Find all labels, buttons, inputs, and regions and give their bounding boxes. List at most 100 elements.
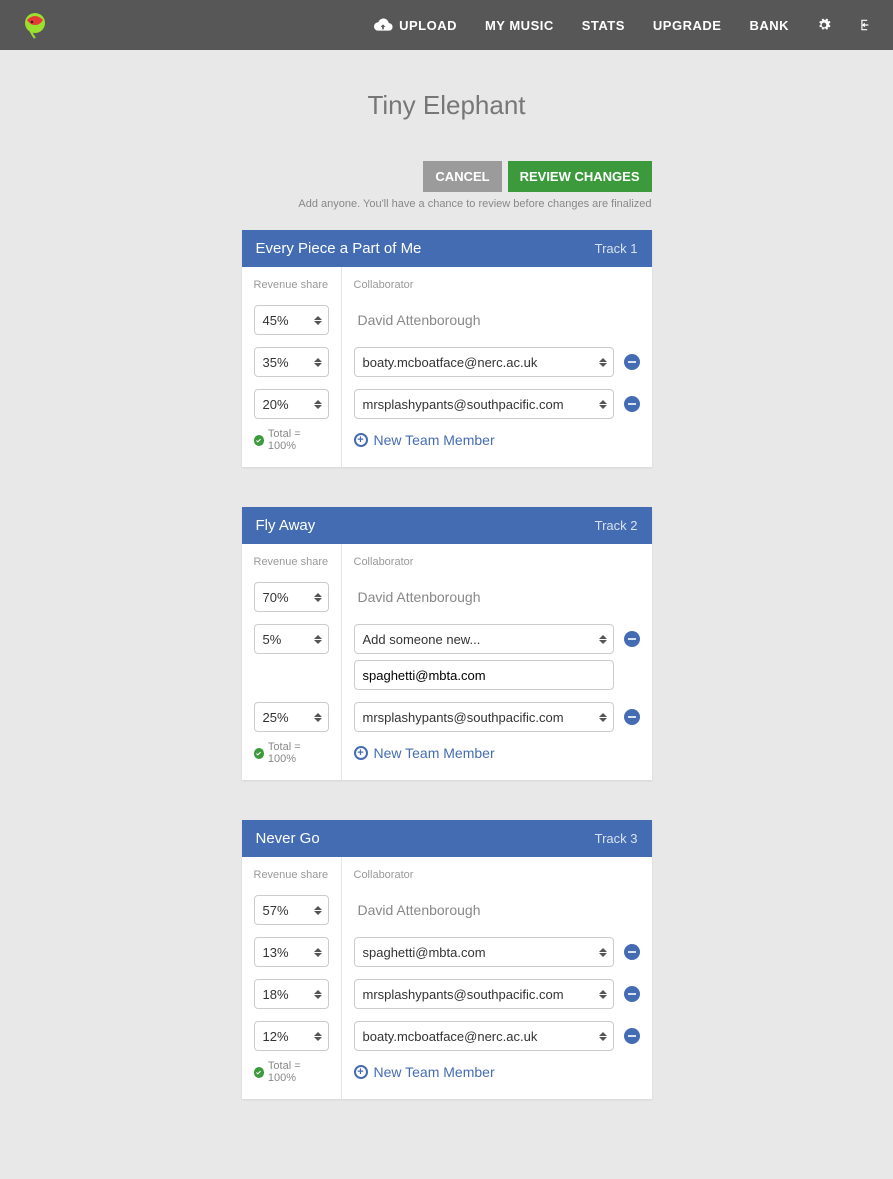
remove-collaborator-button[interactable] <box>624 354 640 370</box>
check-icon <box>254 435 264 446</box>
select-value: boaty.mcboatface@nerc.ac.uk <box>363 1029 538 1044</box>
select-value: mrsplashypants@southpacific.com <box>363 987 564 1002</box>
collaborator-select[interactable]: Add someone new... <box>354 624 614 654</box>
share-select[interactable]: 57% <box>254 895 329 925</box>
logo[interactable] <box>20 10 50 40</box>
nav-upload[interactable]: UPLOAD <box>373 16 457 35</box>
collaborator-select[interactable]: boaty.mcboatface@nerc.ac.uk <box>354 347 614 377</box>
share-select[interactable]: 5% <box>254 624 329 654</box>
select-value: 45% <box>263 313 289 328</box>
select-value: 57% <box>263 903 289 918</box>
new-team-member-button[interactable]: +New Team Member <box>354 425 640 455</box>
track-number: Track 1 <box>595 241 638 256</box>
select-value: mrsplashypants@southpacific.com <box>363 397 564 412</box>
gear-icon[interactable] <box>817 18 831 32</box>
select-value: 12% <box>263 1029 289 1044</box>
updown-icon <box>314 903 322 917</box>
share-select[interactable]: 18% <box>254 979 329 1009</box>
track-header: Never Go Track 3 <box>242 820 652 857</box>
select-value: 70% <box>263 590 289 605</box>
revenue-share-header: Revenue share <box>254 869 329 889</box>
cloud-upload-icon <box>373 16 393 35</box>
track-title: Never Go <box>256 830 320 847</box>
track-number: Track 2 <box>595 518 638 533</box>
remove-collaborator-button[interactable] <box>624 631 640 647</box>
collaborator-email-input[interactable] <box>354 660 614 690</box>
owner-name: David Attenborough <box>354 312 481 328</box>
share-select[interactable]: 12% <box>254 1021 329 1051</box>
updown-icon <box>314 632 322 646</box>
helper-text: Add anyone. You'll have a chance to revi… <box>242 198 652 210</box>
track-panel: Fly Away Track 2 Revenue share 70% 5% 25% Tota… <box>242 507 652 780</box>
share-select[interactable]: 20% <box>254 389 329 419</box>
action-bar: CANCEL REVIEW CHANGES <box>242 161 652 192</box>
revenue-share-header: Revenue share <box>254 279 329 299</box>
new-team-member-button[interactable]: +New Team Member <box>354 1057 640 1087</box>
select-value: 20% <box>263 397 289 412</box>
select-value: spaghetti@mbta.com <box>363 945 486 960</box>
updown-icon <box>314 987 322 1001</box>
updown-icon <box>314 945 322 959</box>
plus-circle-icon: + <box>354 1065 368 1079</box>
select-value: 13% <box>263 945 289 960</box>
updown-icon <box>599 710 607 724</box>
collaborator-select[interactable]: boaty.mcboatface@nerc.ac.uk <box>354 1021 614 1051</box>
collaborator-select[interactable]: mrsplashypants@southpacific.com <box>354 979 614 1009</box>
share-select[interactable]: 35% <box>254 347 329 377</box>
share-select[interactable]: 45% <box>254 305 329 335</box>
content: CANCEL REVIEW CHANGES Add anyone. You'll… <box>242 161 652 1179</box>
track-title: Fly Away <box>256 517 316 534</box>
remove-collaborator-button[interactable] <box>624 709 640 725</box>
updown-icon <box>314 313 322 327</box>
select-value: 25% <box>263 710 289 725</box>
share-select[interactable]: 13% <box>254 937 329 967</box>
check-icon <box>254 748 264 759</box>
plus-circle-icon: + <box>354 746 368 760</box>
collaborator-header: Collaborator <box>354 556 640 576</box>
updown-icon <box>314 590 322 604</box>
updown-icon <box>314 397 322 411</box>
cancel-button[interactable]: CANCEL <box>423 161 501 192</box>
share-select[interactable]: 25% <box>254 702 329 732</box>
updown-icon <box>599 987 607 1001</box>
total-indicator: Total = 100% <box>254 738 329 768</box>
total-indicator: Total = 100% <box>254 1057 329 1087</box>
updown-icon <box>599 1029 607 1043</box>
remove-collaborator-button[interactable] <box>624 1028 640 1044</box>
share-select[interactable]: 70% <box>254 582 329 612</box>
topbar: UPLOAD MY MUSIC STATS UPGRADE BANK <box>0 0 893 50</box>
remove-collaborator-button[interactable] <box>624 944 640 960</box>
select-value: Add someone new... <box>363 632 481 647</box>
nav: UPLOAD MY MUSIC STATS UPGRADE BANK <box>373 16 873 35</box>
updown-icon <box>314 355 322 369</box>
track-panel: Never Go Track 3 Revenue share 57% 13% 18% 12%… <box>242 820 652 1099</box>
collaborator-select[interactable]: mrsplashypants@southpacific.com <box>354 702 614 732</box>
nav-my-music[interactable]: MY MUSIC <box>485 18 554 33</box>
nav-bank[interactable]: BANK <box>749 18 789 33</box>
new-team-member-button[interactable]: +New Team Member <box>354 738 640 768</box>
revenue-share-header: Revenue share <box>254 556 329 576</box>
updown-icon <box>599 355 607 369</box>
select-value: 5% <box>263 632 282 647</box>
track-panel: Every Piece a Part of MeTrack 1 Revenue s… <box>242 230 652 467</box>
collaborator-select[interactable]: spaghetti@mbta.com <box>354 937 614 967</box>
total-indicator: Total = 100% <box>254 425 329 455</box>
collaborator-select[interactable]: mrsplashypants@southpacific.com <box>354 389 614 419</box>
remove-collaborator-button[interactable] <box>624 396 640 412</box>
updown-icon <box>314 1029 322 1043</box>
updown-icon <box>599 945 607 959</box>
remove-collaborator-button[interactable] <box>624 986 640 1002</box>
track-header: Fly Away Track 2 <box>242 507 652 544</box>
select-value: mrsplashypants@southpacific.com <box>363 710 564 725</box>
check-icon <box>254 1067 264 1078</box>
collaborator-header: Collaborator <box>354 869 640 889</box>
track-header: Every Piece a Part of MeTrack 1 <box>242 230 652 267</box>
select-value: boaty.mcboatface@nerc.ac.uk <box>363 355 538 370</box>
updown-icon <box>599 397 607 411</box>
review-changes-button[interactable]: REVIEW CHANGES <box>508 161 652 192</box>
nav-stats[interactable]: STATS <box>582 18 625 33</box>
collaborator-header: Collaborator <box>354 279 640 299</box>
logout-icon[interactable] <box>859 18 873 32</box>
track-number: Track 3 <box>595 831 638 846</box>
nav-upgrade[interactable]: UPGRADE <box>653 18 722 33</box>
